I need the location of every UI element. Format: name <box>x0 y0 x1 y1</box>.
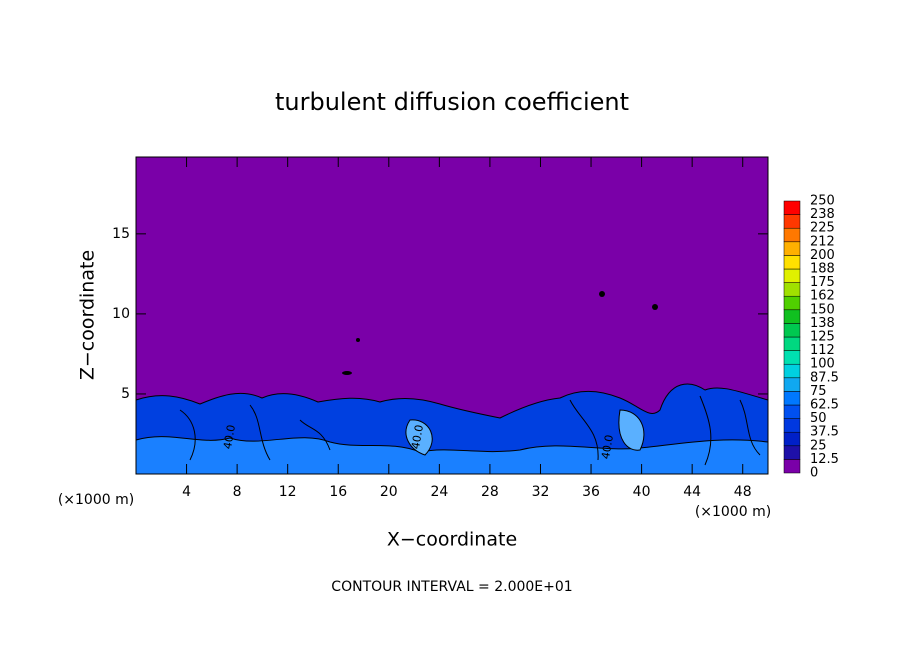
colorbar-cell <box>783 404 801 419</box>
chart-title: turbulent diffusion coefficient <box>275 88 629 116</box>
colorbar-cell <box>783 445 801 460</box>
x-tick-label: 40 <box>633 484 651 500</box>
colorbar-cell <box>783 431 801 447</box>
plot-frame <box>135 156 769 475</box>
colorbar-cell <box>783 268 801 283</box>
colorbar-label: 238 <box>810 207 835 222</box>
x-tick-label: 16 <box>329 484 347 500</box>
colorbar-cell <box>783 323 801 338</box>
colorbar-label: 62.5 <box>810 398 839 413</box>
colorbar-cell <box>783 227 801 243</box>
colorbar-cell <box>783 336 801 351</box>
colorbar-label: 138 <box>810 316 835 331</box>
x-tick-label: 44 <box>683 484 701 500</box>
field <box>135 157 769 475</box>
x-tick-label: 20 <box>380 484 398 500</box>
colorbar-label: 12.5 <box>810 452 839 467</box>
colorbar-cell <box>783 418 801 433</box>
contour-label: 40.0 <box>409 424 426 450</box>
colorbar-label: 188 <box>810 262 835 277</box>
colorbar-cell <box>783 377 801 392</box>
x-tick-label: 36 <box>582 484 600 500</box>
y-unit: (×1000 m) <box>58 492 134 508</box>
colorbar-label: 162 <box>810 289 835 304</box>
colorbar-label: 212 <box>810 234 835 249</box>
y-tick-label: 5 <box>121 386 130 402</box>
x-tick-label: 4 <box>182 484 191 500</box>
x-tick-label: 28 <box>481 484 499 500</box>
colorbar-cell <box>783 241 801 256</box>
x-axis-label: X−coordinate <box>387 529 517 551</box>
colorbar-cell <box>783 391 801 406</box>
x-tick-label: 32 <box>532 484 550 500</box>
colorbar-cell <box>783 200 801 215</box>
x-unit: (×1000 m) <box>695 504 771 520</box>
colorbar-label: 87.5 <box>810 370 839 385</box>
x-tick-label: 8 <box>233 484 242 500</box>
colorbar-label: 125 <box>810 330 835 345</box>
colorbar-label: 250 <box>810 194 835 209</box>
colorbar-cell <box>783 255 801 270</box>
colorbar-label: 200 <box>810 248 835 263</box>
colorbar-cell <box>783 459 801 474</box>
footnote: CONTOUR INTERVAL = 2.000E+01 <box>331 579 572 595</box>
contour-label: 40.0 <box>599 434 616 460</box>
colorbar-label: 37.5 <box>810 425 839 440</box>
contour-label: 40.0 <box>221 424 238 450</box>
colorbar-label: 175 <box>810 275 835 290</box>
colorbar-cell <box>783 350 801 365</box>
colorbar-label: 75 <box>810 384 827 399</box>
x-tick-label: 12 <box>279 484 297 500</box>
colorbar-label: 0 <box>810 466 818 481</box>
colorbar-label: 150 <box>810 302 835 317</box>
colorbar-label: 112 <box>810 343 835 358</box>
y-tick-label: 10 <box>112 306 130 322</box>
x-tick-label: 24 <box>430 484 448 500</box>
y-axis-label: Z−coordinate <box>77 250 99 380</box>
colorbar-label: 225 <box>810 221 835 236</box>
colorbar-cell <box>783 295 801 311</box>
colorbar-cell <box>783 214 801 229</box>
colorbar-label: 25 <box>810 438 827 453</box>
colorbar-cell <box>783 282 801 297</box>
colorbar-label: 50 <box>810 411 827 426</box>
colorbar-cell <box>783 363 801 379</box>
colorbar-cell <box>783 309 801 324</box>
y-tick-label: 15 <box>112 226 130 242</box>
colorbar-label: 100 <box>810 357 835 372</box>
x-tick-label: 48 <box>734 484 752 500</box>
